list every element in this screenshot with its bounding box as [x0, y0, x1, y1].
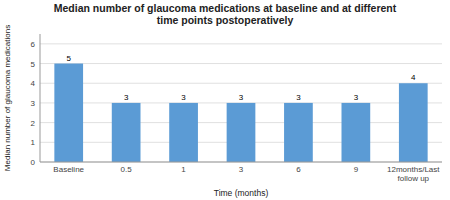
text-line: 1	[181, 165, 186, 174]
y-tick-label: 0	[31, 158, 36, 167]
grid	[40, 44, 442, 162]
text-line: follow up	[397, 174, 429, 183]
x-tick-label: 12months/Lastfollow up	[387, 165, 440, 183]
y-tick-label: 6	[31, 40, 36, 49]
grid-line	[40, 162, 442, 163]
data-label: 3	[181, 93, 186, 102]
bar	[54, 64, 83, 162]
text-line: 3	[239, 165, 244, 174]
bar	[227, 103, 256, 162]
grid-line	[40, 43, 442, 44]
x-tick-label: 0.5	[121, 165, 133, 174]
bars	[54, 64, 427, 162]
chart-svg: 0 1 2 3 4 5 6 5 3 3 3 3 3 4 Baseline 0.5 1 3 6 9 12months/La…	[0, 0, 450, 200]
bar	[169, 103, 198, 162]
y-tick-label: 1	[31, 138, 36, 147]
y-tick-label: 5	[31, 60, 36, 69]
y-tick-label: 3	[31, 99, 36, 108]
background	[0, 0, 450, 200]
chart-title: Median number of glaucoma medications at…	[54, 2, 397, 26]
text-line: Baseline	[53, 165, 84, 174]
grid-line	[40, 83, 442, 84]
data-label: 3	[124, 93, 129, 102]
data-label: 3	[296, 93, 301, 102]
x-axis-line	[40, 162, 442, 163]
text-line: 9	[354, 165, 359, 174]
text-line: Median number of glaucoma medications at…	[54, 2, 397, 14]
data-label: 4	[411, 73, 416, 82]
data-label: 5	[66, 54, 71, 63]
y-tick-label: 4	[31, 79, 36, 88]
text-line: 12months/Last	[387, 165, 440, 174]
x-tick-label: 9	[354, 165, 359, 174]
data-label: 3	[239, 93, 244, 102]
y-axis-label: Median number of glaucoma medications	[3, 25, 12, 171]
text-line: time points postoperatively	[157, 14, 294, 26]
x-tick-label: Baseline	[53, 165, 84, 174]
x-tick-label: 6	[296, 165, 301, 174]
data-label: 3	[354, 93, 359, 102]
y-axis-line	[40, 34, 41, 162]
bar	[284, 103, 313, 162]
y-tick-label: 2	[31, 119, 36, 128]
x-tick-label: 1	[181, 165, 186, 174]
bar	[112, 103, 141, 162]
grid-line	[40, 63, 442, 64]
chart-container: 0 1 2 3 4 5 6 5 3 3 3 3 3 4 Baseline 0.5 1 3 6 9 12months/La…	[0, 0, 450, 200]
text-line: 0.5	[121, 165, 133, 174]
bar	[399, 83, 428, 162]
x-axis-label: Time (months)	[214, 188, 269, 198]
x-tick-label: 3	[239, 165, 244, 174]
text-line: 6	[296, 165, 301, 174]
bar	[342, 103, 371, 162]
